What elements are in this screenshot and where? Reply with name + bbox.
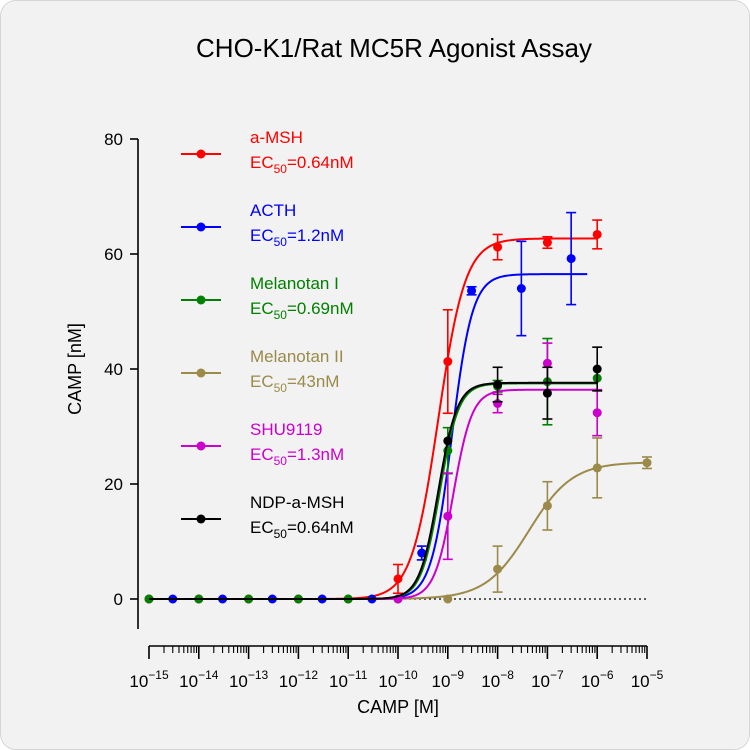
x-tick-label: 10−5	[631, 668, 664, 691]
x-tick-label: 10−8	[481, 668, 514, 691]
x-tick-label: 10−9	[431, 668, 464, 691]
data-point	[566, 254, 576, 264]
legend-ec50: EC50=43nM	[250, 372, 339, 395]
data-point	[592, 229, 602, 239]
legend-ec50: EC50=0.64nM	[250, 153, 354, 176]
data-point	[542, 501, 552, 511]
x-tick-label: 10−11	[329, 668, 368, 691]
x-tick-label: 10−7	[531, 668, 564, 691]
y-tick-label: 60	[104, 245, 123, 264]
chart-title: CHO-K1/Rat MC5R Agonist Assay	[196, 33, 592, 63]
fit-curve	[149, 388, 598, 600]
legend-entry: a-MSH EC50=0.64nM	[181, 128, 354, 176]
legend-series-name: Melanotan II	[250, 347, 344, 366]
fit-curve	[149, 382, 598, 600]
data-point	[642, 458, 652, 468]
legend-marker	[196, 295, 206, 305]
data-point	[417, 548, 427, 558]
x-tick-label: 10−15	[129, 668, 169, 691]
data-point	[516, 284, 526, 293]
fit-curve	[149, 381, 598, 600]
legend-series-name: NDP-a-MSH	[250, 493, 344, 512]
legend-series-name: SHU9119	[250, 420, 322, 439]
series-0	[144, 219, 603, 604]
x-tick-label: 10−13	[229, 668, 269, 691]
data-point	[443, 594, 453, 604]
x-axis-label: CAMP [M]	[357, 697, 439, 717]
legend-ec50: EC50=1.3nM	[250, 445, 344, 468]
data-point	[542, 238, 552, 247]
data-point	[493, 242, 503, 252]
legend-marker	[196, 514, 206, 524]
legend-ec50: EC50=1.2nM	[250, 226, 344, 249]
series-2	[144, 337, 602, 604]
x-tick-label: 10−6	[581, 668, 614, 691]
y-tick-label: 40	[104, 360, 123, 379]
x-tick-label: 10−10	[378, 668, 418, 691]
legend: a-MSH EC50=0.64nM ACTH EC50=1.2nM Melanotan …	[181, 128, 354, 541]
data-point	[393, 574, 403, 584]
plot-layer: 0 20 40 60 80 10−15 10−14 10−13 10−12 10−11 10−10 1…	[104, 130, 664, 691]
data-point	[542, 388, 552, 398]
legend-entry: SHU9119 EC50=1.3nM	[181, 420, 344, 468]
legend-marker	[196, 149, 206, 159]
data-point	[493, 380, 503, 390]
x-tick-label: 10−14	[179, 668, 219, 691]
legend-marker	[196, 222, 206, 232]
y-axis-label: CAMP [nM]	[65, 323, 85, 415]
fit-curve	[149, 237, 598, 600]
legend-entry: NDP-a-MSH EC50=0.64nM	[181, 493, 354, 541]
legend-marker	[196, 441, 206, 451]
legend-series-name: Melanotan I	[250, 274, 339, 293]
legend-entry: ACTH EC50=1.2nM	[181, 201, 344, 249]
legend-ec50: EC50=0.64nM	[250, 518, 354, 541]
series-5	[149, 346, 603, 600]
data-point	[592, 408, 602, 418]
legend-series-name: a-MSH	[250, 128, 303, 147]
data-point	[592, 463, 602, 473]
legend-ec50: EC50=0.69nM	[250, 299, 354, 322]
legend-series-name: ACTH	[250, 201, 296, 220]
data-point	[467, 286, 477, 296]
legend-marker	[196, 368, 206, 378]
x-tick-label: 10−12	[279, 668, 319, 691]
series-1	[149, 211, 588, 604]
data-point	[443, 357, 453, 367]
y-tick-label: 20	[104, 475, 123, 494]
data-point	[443, 511, 453, 521]
data-point	[542, 358, 552, 368]
legend-entry: Melanotan II EC50=43nM	[181, 347, 344, 395]
data-point	[592, 364, 602, 374]
y-tick-label: 80	[104, 130, 123, 149]
legend-entry: Melanotan I EC50=0.69nM	[181, 274, 354, 322]
data-point	[493, 564, 503, 574]
y-tick-label: 0	[114, 590, 123, 609]
data-point	[443, 436, 453, 446]
